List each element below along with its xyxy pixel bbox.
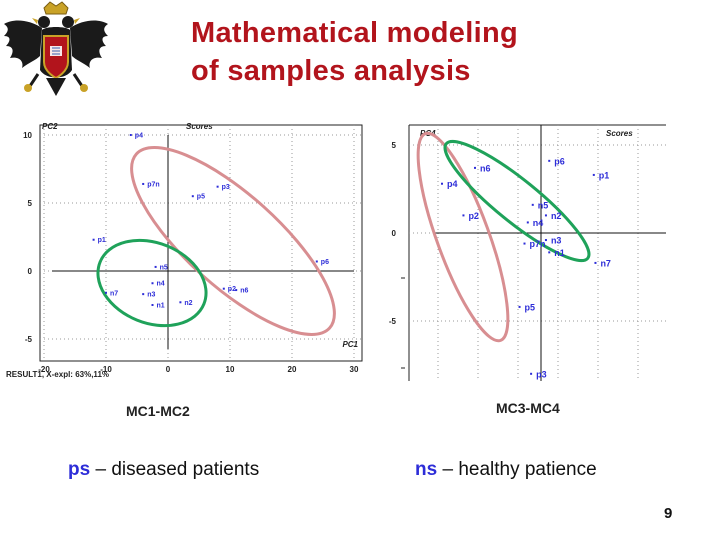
data-point-p7n bbox=[142, 182, 145, 185]
point-label-n1: n1 bbox=[554, 248, 565, 258]
legend-ps-text: – diseased patients bbox=[95, 459, 260, 480]
point-label-n6: n6 bbox=[480, 163, 491, 173]
caption-mc3-mc4: MC3-MC4 bbox=[496, 400, 560, 416]
point-label-p5: p5 bbox=[197, 194, 205, 201]
point-label-p2: p2 bbox=[228, 286, 236, 293]
plot-title: Scores bbox=[606, 129, 633, 138]
caption-mc1-mc2: MC1-MC2 bbox=[126, 403, 190, 419]
point-label-p2: p2 bbox=[468, 211, 479, 221]
data-point-p4 bbox=[441, 182, 443, 185]
x-tick-label: 0 bbox=[166, 365, 171, 374]
slide-title: Mathematical modeling of samples analysi… bbox=[191, 14, 518, 90]
data-point-p6 bbox=[315, 260, 318, 263]
point-label-p7n: p7n bbox=[530, 239, 546, 249]
diseased-cluster-ellipse bbox=[416, 131, 510, 343]
data-point-n1 bbox=[151, 304, 154, 306]
title-line-1: Mathematical modeling bbox=[191, 17, 518, 49]
scores-plot-mc3-mc4: 5 0 -5 PC4 Scores n6 p4 p2 n5 n2 n4 n3 p7n n1 n7 p5 p6 p1… bbox=[378, 117, 668, 385]
data-point-p3 bbox=[530, 372, 533, 375]
y-tick-label: 5 bbox=[392, 141, 397, 150]
legend-ps-key: ps bbox=[68, 459, 91, 480]
scores-plot-1-svg: -20 -10 0 10 20 30 10 5 0 -5 PC2 Scores PC1 RESULT1, … bbox=[6, 122, 363, 379]
point-label-p4: p4 bbox=[135, 133, 143, 140]
page-number: 9 bbox=[664, 505, 673, 522]
point-label-n3: n3 bbox=[147, 292, 155, 299]
scores-plot-mc1-mc2: -20 -10 0 10 20 30 10 5 0 -5 PC2 Scores PC1 RESULT1, … bbox=[4, 117, 370, 387]
data-point-n1 bbox=[548, 251, 551, 254]
data-point-n7 bbox=[105, 291, 107, 294]
point-label-n2: n2 bbox=[551, 211, 562, 221]
x-axis-title: PC1 bbox=[342, 340, 358, 349]
y-tick-label: -5 bbox=[25, 335, 33, 344]
point-label-n5: n5 bbox=[538, 200, 549, 210]
legend-healthy: ns – healthy patience bbox=[415, 459, 597, 481]
plot-footer: RESULT1, X-expl: 63%,11% bbox=[6, 370, 109, 379]
university-emblem bbox=[0, 0, 112, 108]
legend-diseased: ps – diseased patients bbox=[68, 459, 259, 481]
data-point-n7 bbox=[594, 261, 597, 264]
point-label-p7n: p7n bbox=[147, 181, 159, 188]
legend-ns-text: – healthy patience bbox=[442, 459, 597, 480]
point-label-p5: p5 bbox=[525, 302, 536, 312]
point-label-p4: p4 bbox=[447, 179, 458, 189]
point-label-n3: n3 bbox=[551, 236, 562, 246]
data-point-p2 bbox=[222, 287, 225, 290]
x-tick-label: 10 bbox=[226, 365, 235, 374]
point-label-n5: n5 bbox=[160, 264, 168, 271]
x-tick-label: 30 bbox=[350, 365, 359, 374]
point-label-p6: p6 bbox=[554, 156, 565, 166]
data-point-p7n bbox=[523, 242, 526, 245]
y-axis-title: PC2 bbox=[42, 122, 58, 131]
data-point-p4 bbox=[129, 134, 132, 136]
title-line-2: of samples analysis bbox=[191, 55, 471, 87]
point-label-n2: n2 bbox=[184, 300, 192, 307]
legend-ns-key: ns bbox=[415, 459, 438, 480]
x-tick-label: -10 bbox=[100, 365, 112, 374]
data-point-n2 bbox=[179, 301, 182, 304]
y-tick-label: 5 bbox=[28, 199, 33, 208]
point-label-p6: p6 bbox=[321, 259, 329, 266]
data-point-n3 bbox=[142, 293, 145, 296]
data-point-p2 bbox=[462, 214, 465, 217]
point-label-p3: p3 bbox=[222, 184, 230, 191]
plot-frame bbox=[39, 124, 363, 362]
data-point-n6 bbox=[235, 289, 238, 292]
data-point-n2 bbox=[544, 214, 547, 217]
data-point-n5 bbox=[154, 265, 157, 268]
point-label-n7: n7 bbox=[110, 290, 118, 297]
y-tick-label: -5 bbox=[389, 317, 397, 326]
data-point-n4 bbox=[526, 221, 529, 224]
y-tick-label: 0 bbox=[28, 267, 33, 276]
point-label-n6: n6 bbox=[240, 288, 248, 295]
point-label-p1: p1 bbox=[599, 170, 610, 180]
y-tick-label: 0 bbox=[392, 229, 397, 238]
data-point-p1 bbox=[92, 238, 95, 241]
healthy-cluster-ellipse bbox=[96, 238, 208, 328]
data-point-n3 bbox=[544, 239, 547, 242]
data-point-p5 bbox=[518, 305, 521, 308]
x-tick-label: 20 bbox=[288, 365, 297, 374]
point-label-p1: p1 bbox=[98, 237, 106, 244]
point-label-n1: n1 bbox=[157, 303, 165, 310]
x-tick-label: -20 bbox=[38, 365, 50, 374]
healthy-cluster-ellipse bbox=[443, 139, 591, 263]
point-label-n4: n4 bbox=[157, 281, 165, 288]
plot-title: Scores bbox=[186, 122, 213, 131]
point-label-n4: n4 bbox=[533, 218, 544, 228]
double-headed-eagle-icon bbox=[4, 1, 108, 96]
data-point-p6 bbox=[548, 159, 551, 162]
point-label-p3: p3 bbox=[536, 369, 547, 379]
point-label-n7: n7 bbox=[600, 258, 611, 268]
data-point-p1 bbox=[592, 173, 595, 176]
data-point-p3 bbox=[216, 185, 219, 188]
data-point-n4 bbox=[151, 282, 154, 285]
data-point-n5 bbox=[531, 203, 534, 206]
y-tick-label: 10 bbox=[23, 131, 32, 140]
data-point-p5 bbox=[191, 195, 194, 198]
data-point-n6 bbox=[474, 166, 476, 169]
